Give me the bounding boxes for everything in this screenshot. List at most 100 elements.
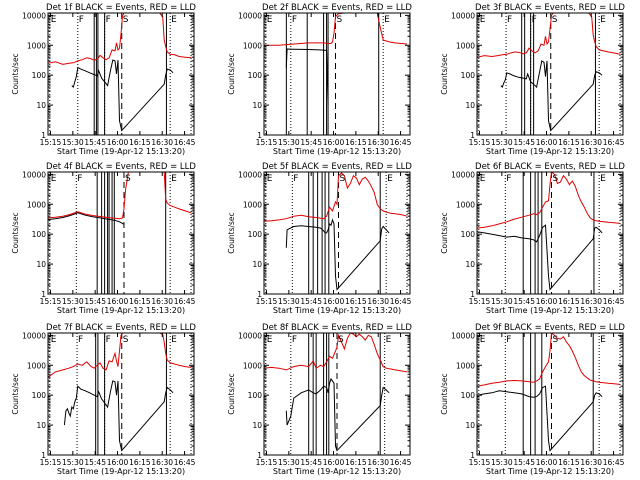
x-tick-label: 15:45 [300,297,322,306]
marker-label: E [480,335,486,345]
plot-area [48,13,192,135]
y-tick-label: 10 [36,260,46,269]
x-axis-label: Start Time (19-Apr-12 15:13:20) [57,147,185,156]
marker-label: S [339,174,345,184]
marker-label: F [506,174,511,184]
y-tick-label: 1000 [243,200,262,209]
x-tick-label: 16:45 [603,297,625,306]
x-axis-label: Start Time (19-Apr-12 15:13:20) [486,147,614,156]
x-tick-label: 15:30 [62,138,84,147]
plot-frame [47,332,195,456]
x-tick-label: 16:15 [558,138,580,147]
marker-label: E [51,15,57,25]
x-axis-label: Start Time (19-Apr-12 15:13:20) [486,467,614,476]
y-tick-label: 10000 [238,11,262,20]
marker-label: S [552,15,558,25]
marker-label: F [293,174,298,184]
x-tick-label: 16:30 [151,138,173,147]
x-tick-label: 16:30 [580,138,602,147]
marker-label: E [267,174,273,184]
series-lld-line [48,333,192,378]
y-tick-label: 100 [461,230,476,239]
plot-frame [263,12,411,136]
marker-label: S [123,15,129,25]
y-tick-label: 10 [252,260,262,269]
plot-area [264,172,408,294]
series-events-line [477,224,603,291]
plot-area [48,172,192,294]
x-tick-label: 16:30 [367,297,389,306]
x-tick-label: 15:15 [256,297,278,306]
plot-frame [476,171,624,295]
x-tick-label: 15:15 [469,138,491,147]
plot-frame [47,171,195,295]
x-tick-label: 15:15 [40,138,62,147]
y-axis-label: Counts/sec [11,53,20,94]
x-tick-label: 16:00 [107,138,129,147]
plot-frame [476,12,624,136]
chart-title: Det 9f BLACK = Events, RED = LLD [475,323,625,333]
x-tick-label: 16:45 [390,297,412,306]
x-axis-label: Start Time (19-Apr-12 15:13:20) [273,147,401,156]
y-tick-label: 100 [461,391,476,400]
marker-label: F [292,15,297,25]
series-events-line [63,380,174,452]
y-tick-label: 10000 [22,170,46,179]
series-lld-line [48,172,192,220]
x-tick-label: 16:15 [129,138,151,147]
plot-frame [47,12,195,136]
x-tick-label: 16:30 [151,297,173,306]
marker-label: S [552,335,558,345]
y-tick-label: 10000 [22,11,46,20]
x-tick-label: 15:30 [491,138,513,147]
x-tick-label: 15:45 [84,138,106,147]
series-lld-line [264,333,408,373]
series-events-line [285,48,329,106]
chart-panel-9: Det 9f BLACK = Events, RED = LLD E F S E 1 10 1… [440,323,625,476]
x-axis-label: Start Time (19-Apr-12 15:13:20) [486,306,614,315]
y-tick-label: 100 [461,71,476,80]
y-axis-label: Counts/sec [440,53,449,94]
x-tick-label: 15:15 [469,458,491,467]
x-tick-label: 16:00 [536,297,558,306]
y-tick-label: 10 [252,101,262,110]
marker-label: S [338,335,344,345]
x-tick-label: 16:15 [558,297,580,306]
plot-area [477,172,621,294]
series-events-line [285,377,390,452]
y-tick-label: 10000 [22,331,46,340]
series-lld-line [477,172,621,229]
x-axis-label: Start Time (19-Apr-12 15:13:20) [273,467,401,476]
chart-title: Det 1f BLACK = Events, RED = LLD [46,3,196,13]
y-tick-label: 10000 [238,331,262,340]
x-tick-label: 15:30 [278,138,300,147]
marker-label: E [384,15,390,25]
series-events-line [500,60,603,132]
marker-label: E [480,15,486,25]
marker-label: E [386,335,392,345]
marker-label: S [552,174,558,184]
x-tick-label: 15:45 [300,138,322,147]
y-tick-label: 1000 [456,41,475,50]
y-axis-label: Counts/sec [227,373,236,414]
series-events-line [48,212,125,225]
marker-label: E [387,174,393,184]
x-tick-label: 15:15 [40,458,62,467]
x-tick-label: 15:15 [40,297,62,306]
marker-label: E [600,15,606,25]
series-lld-line [477,333,621,387]
marker-label: F [106,15,111,25]
y-tick-label: 10000 [451,331,475,340]
x-tick-label: 16:00 [107,297,129,306]
marker-label: F [78,335,83,345]
y-tick-label: 1 [41,290,46,299]
x-tick-label: 16:45 [390,138,412,147]
marker-label: F [77,174,82,184]
marker-label: F [292,335,297,345]
plot-frame [263,332,411,456]
marker-label: F [532,15,537,25]
x-tick-label: 16:15 [345,138,367,147]
chart-title: Det 4f BLACK = Events, RED = LLD [46,162,196,172]
x-tick-label: 16:15 [558,458,580,467]
